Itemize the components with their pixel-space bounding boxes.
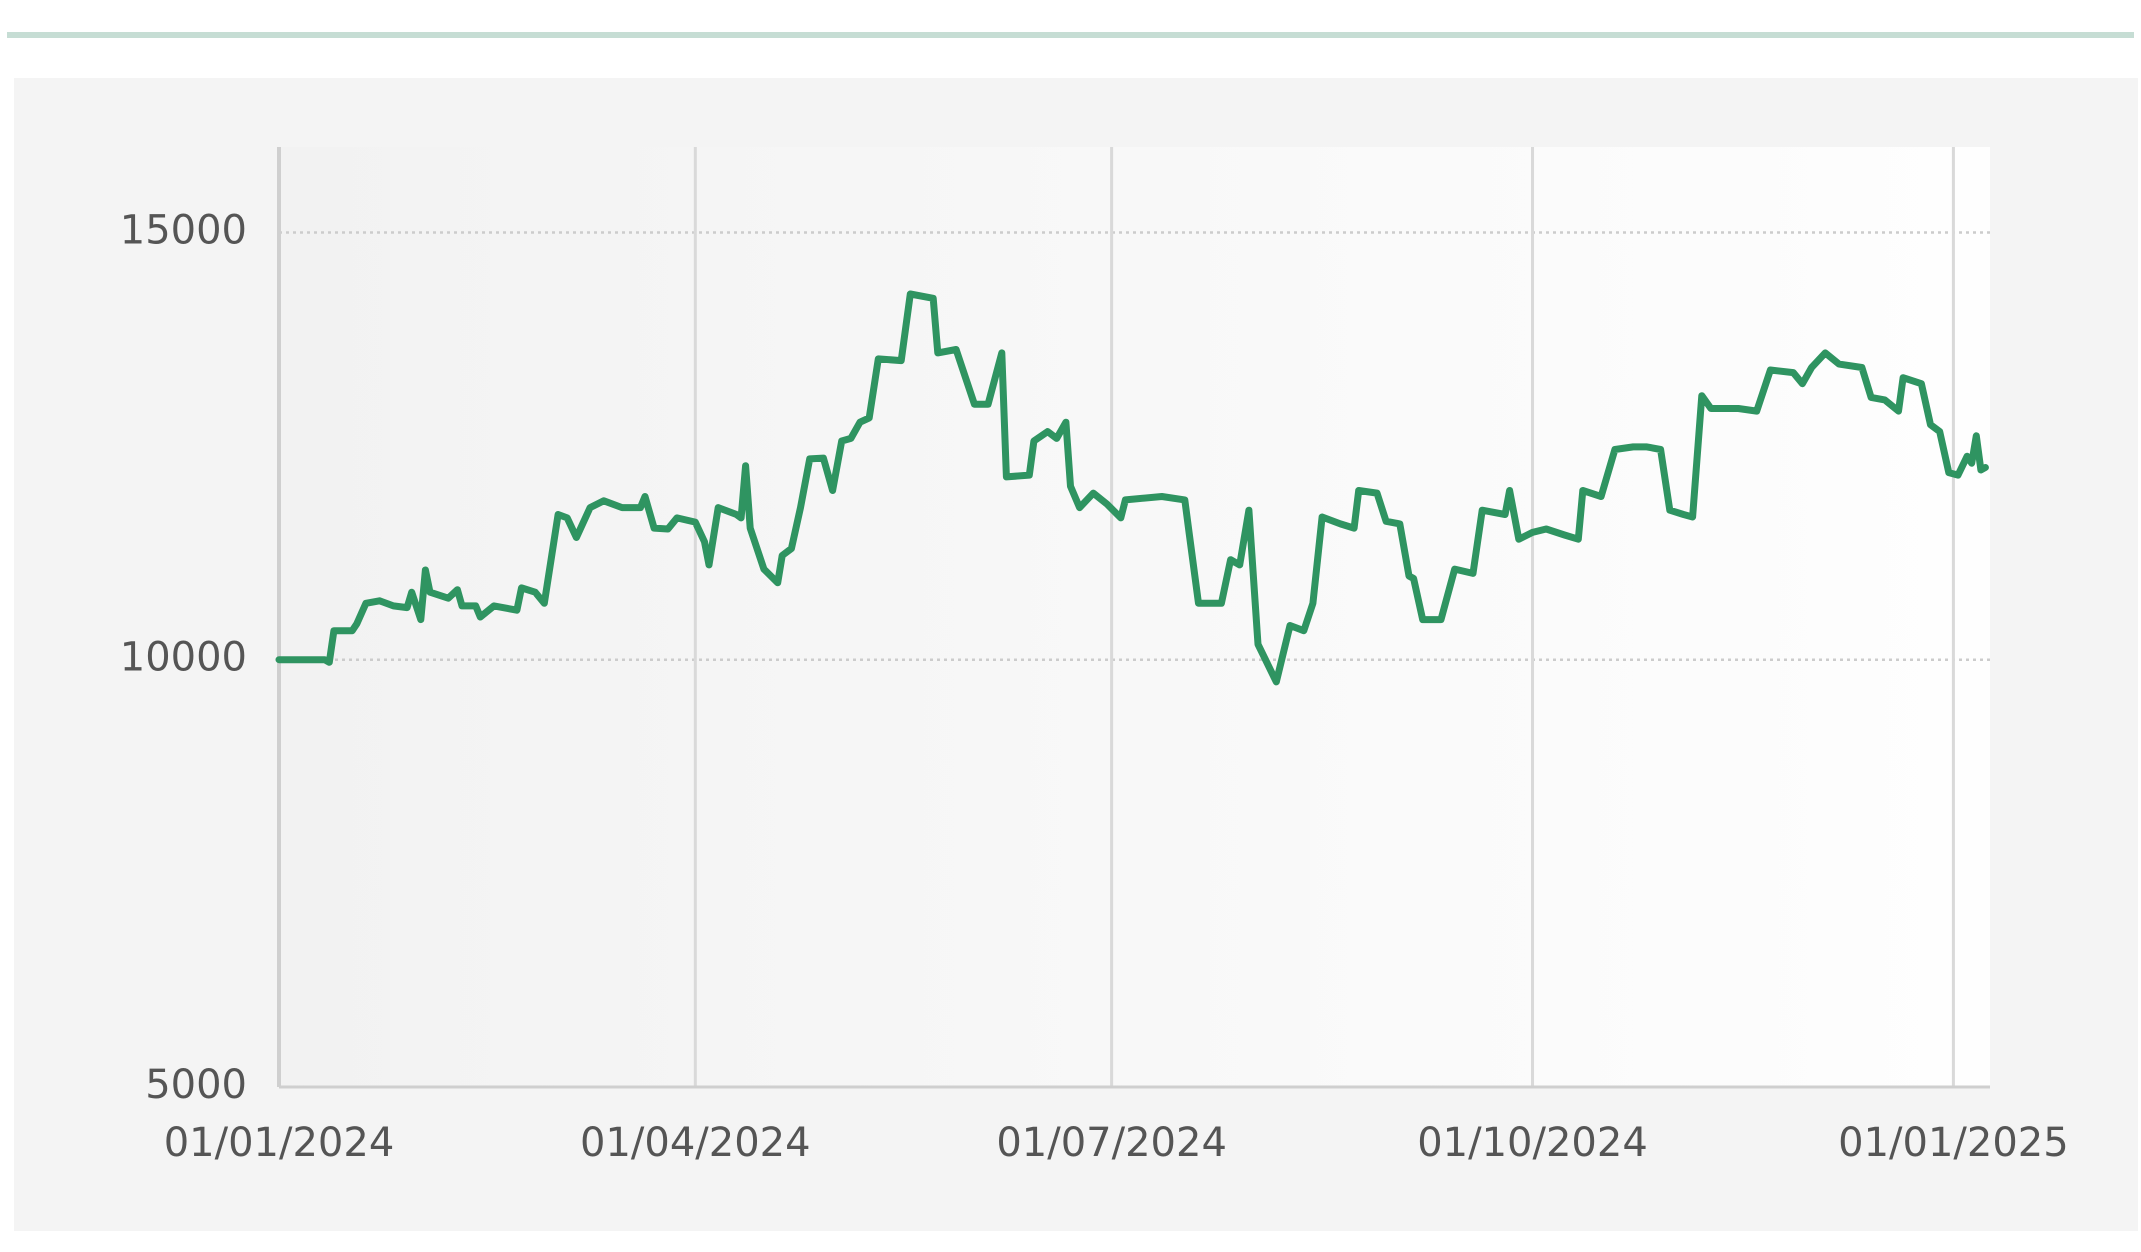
x-tick-label: 01/01/2024: [164, 1120, 395, 1166]
x-tick-label: 01/04/2024: [580, 1120, 811, 1166]
x-tick-label: 01/07/2024: [996, 1120, 1227, 1166]
y-tick-label: 15000: [120, 207, 247, 253]
plot-area: [279, 147, 1990, 1087]
y-tick-label: 10000: [120, 635, 247, 681]
y-tick-label: 5000: [145, 1062, 247, 1108]
data-line: [275, 290, 1989, 686]
x-tick-label: 01/10/2024: [1417, 1120, 1648, 1166]
x-tick-label: 01/01/2025: [1838, 1120, 2069, 1166]
